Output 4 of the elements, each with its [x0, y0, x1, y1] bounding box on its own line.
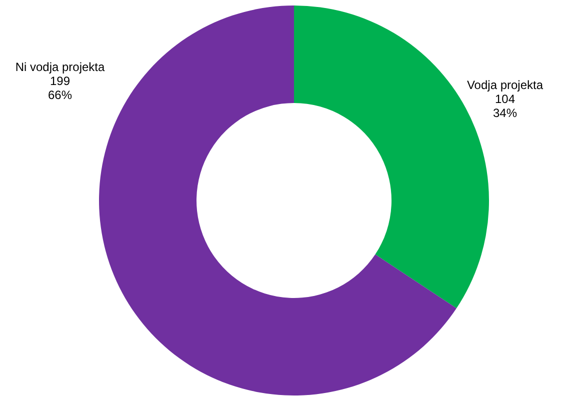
slice-label: Ni vodja projekta — [15, 60, 106, 74]
data-label: 104 34% — [492, 92, 518, 120]
data-label: 199 66% — [48, 74, 72, 102]
slice-label: Vodja projekta — [466, 78, 544, 92]
